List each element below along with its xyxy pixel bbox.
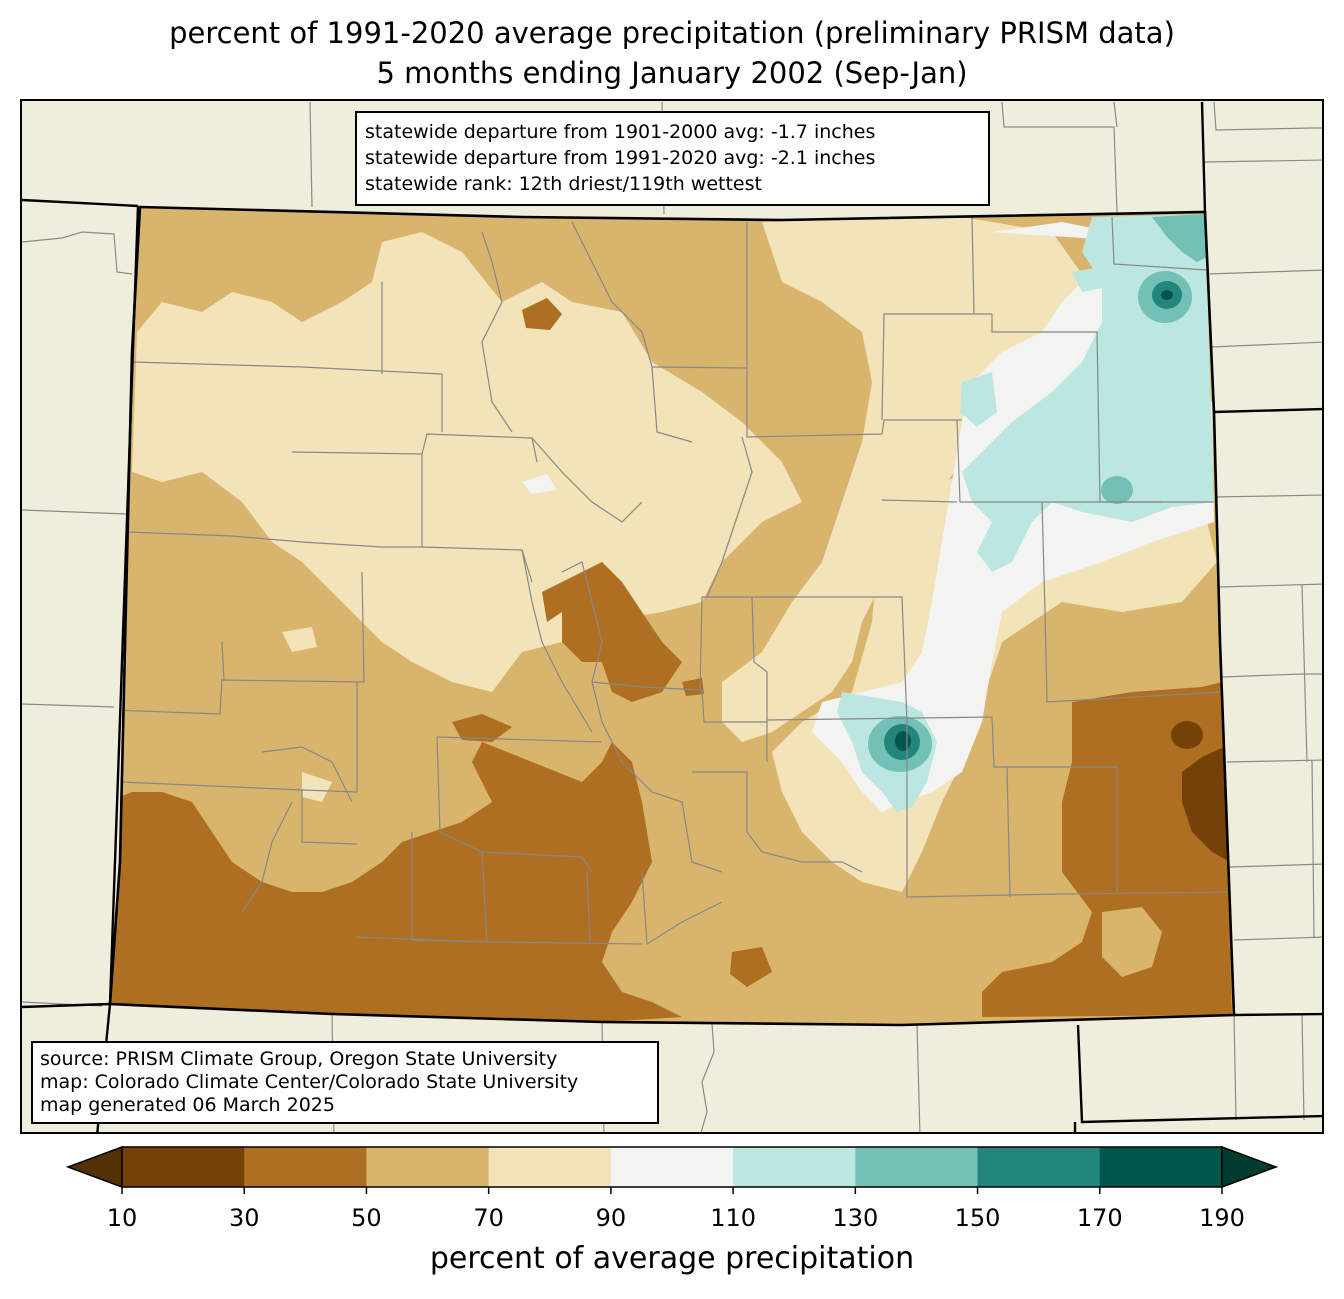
colorbar-bin-70-90 bbox=[488, 1147, 612, 1187]
map-credit-line: map: Colorado Climate Center/Colorado St… bbox=[40, 1071, 579, 1093]
precip-fill bbox=[110, 207, 1234, 1025]
colorbar-tick-label: 170 bbox=[1076, 1204, 1123, 1232]
map-title-line-1: percent of 1991-2020 average precipitati… bbox=[169, 16, 1175, 50]
map-title-line-2: 5 months ending January 2002 (Sep-Jan) bbox=[376, 56, 968, 90]
statewide-stats-box: statewide departure from 1901-2000 avg: … bbox=[355, 111, 990, 206]
colorbar-bin-110-130 bbox=[733, 1147, 856, 1187]
colorbar-tick-label: 130 bbox=[832, 1204, 879, 1232]
colorbar-over-arrow bbox=[1221, 1145, 1279, 1189]
precipitation-map bbox=[20, 99, 1324, 1134]
map-canvas bbox=[22, 101, 1322, 1132]
colorbar-tick-label: 30 bbox=[228, 1204, 260, 1232]
colorbar-bin-150-170 bbox=[977, 1147, 1101, 1187]
departure-1901-2000: statewide departure from 1901-2000 avg: … bbox=[365, 121, 876, 143]
colorbar-label: percent of average precipitation bbox=[429, 1241, 915, 1276]
colorbar-ticks bbox=[121, 1187, 1223, 1194]
colorbar-tick-label: 50 bbox=[351, 1204, 382, 1232]
colorbar-bin-30-50 bbox=[244, 1147, 367, 1187]
colorbar-tick-label: 90 bbox=[595, 1204, 627, 1232]
colorbar-tick-label: 190 bbox=[1199, 1204, 1245, 1232]
colorbar-bin-10-30 bbox=[122, 1147, 245, 1187]
departure-1991-2020: statewide departure from 1991-2020 avg: … bbox=[365, 147, 876, 169]
colorbar-bin-130-150 bbox=[855, 1147, 979, 1187]
colorado-border bbox=[108, 205, 1236, 1027]
colorbar bbox=[65, 1145, 1279, 1194]
colorbar-tick-label: 10 bbox=[106, 1204, 138, 1232]
colorbar-bin-170-190 bbox=[1099, 1147, 1223, 1187]
colorbar-bin-90-110 bbox=[610, 1147, 734, 1187]
source-box: source: PRISM Climate Group, Oregon Stat… bbox=[31, 1041, 659, 1124]
statewide-rank: statewide rank: 12th driest/119th wettes… bbox=[365, 173, 762, 195]
generated-date-line: map generated 06 March 2025 bbox=[40, 1094, 335, 1116]
colorbar-bin-50-70 bbox=[366, 1147, 490, 1187]
colorbar-under-arrow bbox=[65, 1145, 123, 1189]
colorbar-tick-label: 70 bbox=[473, 1204, 504, 1232]
colorbar-tick-label: 110 bbox=[710, 1204, 757, 1232]
source-line: source: PRISM Climate Group, Oregon Stat… bbox=[40, 1048, 558, 1070]
colorbar-tick-label: 150 bbox=[954, 1204, 1001, 1232]
colorbar-bins bbox=[121, 1146, 1223, 1188]
